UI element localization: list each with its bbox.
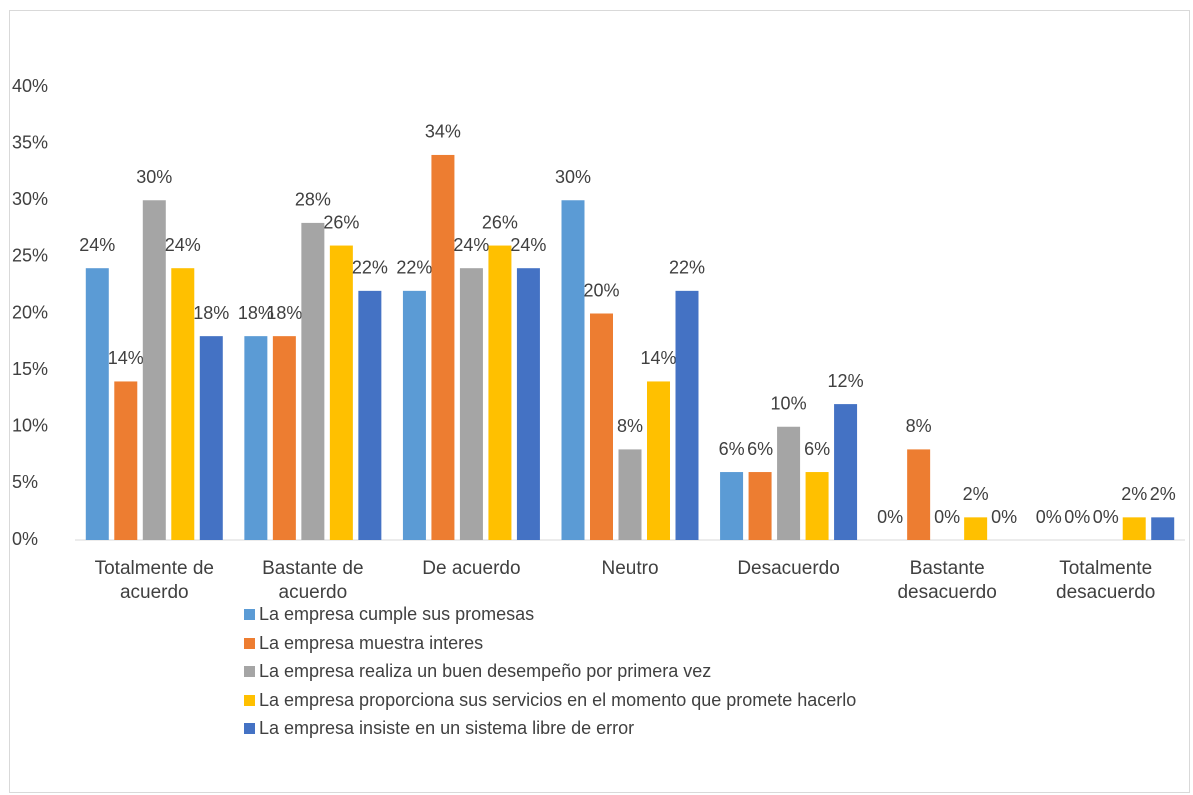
x-tick-label: Neutro [601, 558, 659, 579]
data-label: 18% [193, 303, 229, 323]
data-label: 0% [877, 507, 903, 527]
data-label: 26% [482, 212, 518, 232]
data-label: 8% [906, 416, 932, 436]
data-label: 22% [669, 258, 705, 278]
bar [720, 472, 744, 540]
y-tick-label: 0% [12, 529, 38, 549]
bar [561, 200, 585, 540]
bar [244, 336, 268, 540]
frame [9, 10, 1190, 793]
bar [199, 336, 223, 540]
bar [1151, 517, 1175, 540]
data-label: 22% [396, 258, 432, 278]
y-tick-label: 25% [12, 246, 48, 266]
bar [1122, 517, 1146, 540]
data-label: 6% [804, 439, 830, 459]
legend-item: La empresa cumple sus promesas [244, 604, 534, 625]
data-label: 0% [1036, 507, 1062, 527]
y-tick-label: 40% [12, 76, 48, 96]
legend-swatch [244, 666, 255, 677]
bar [329, 245, 353, 541]
bar [114, 381, 138, 540]
data-label: 14% [640, 348, 676, 368]
data-label: 6% [719, 439, 745, 459]
legend-label: La empresa proporciona sus servicios en … [259, 689, 857, 710]
data-label: 26% [323, 212, 359, 232]
data-label: 0% [1064, 507, 1090, 527]
bar [431, 154, 455, 540]
data-label: 0% [1093, 507, 1119, 527]
y-tick-label: 15% [12, 359, 48, 379]
bar [142, 200, 166, 540]
bar [907, 449, 931, 540]
legend-swatch [244, 694, 255, 706]
bar [488, 245, 512, 541]
bar [647, 381, 670, 540]
data-label: 22% [352, 258, 388, 278]
bar [459, 268, 483, 540]
data-label: 24% [165, 235, 201, 255]
data-label: 8% [617, 416, 643, 436]
legend-item: La empresa realiza un buen desempeño por… [244, 661, 711, 682]
bar [171, 268, 195, 540]
legend-swatch [244, 609, 255, 620]
bar [777, 426, 801, 540]
data-label: 24% [79, 235, 115, 255]
bar [805, 472, 829, 540]
bar [618, 449, 642, 540]
y-tick-label: 20% [12, 302, 48, 322]
data-label: 34% [425, 122, 461, 142]
bar [748, 472, 772, 540]
bar [516, 268, 540, 540]
data-label: 18% [238, 303, 274, 323]
legend-item: La empresa insiste en un sistema libre d… [244, 718, 634, 739]
data-label: 6% [747, 439, 773, 459]
legend-label: La empresa insiste en un sistema libre d… [259, 718, 635, 738]
bar [301, 222, 325, 540]
y-tick-label: 30% [12, 189, 48, 209]
data-label: 24% [453, 235, 489, 255]
data-label: 2% [1150, 484, 1176, 504]
data-label: 2% [1121, 484, 1147, 504]
legend-swatch [244, 723, 255, 734]
bar [85, 268, 109, 540]
legend-swatch [244, 637, 255, 649]
data-label: 12% [828, 371, 864, 391]
x-tick-label: Bastante desacuerdo [897, 558, 997, 603]
data-label: 24% [510, 235, 546, 255]
bar [964, 517, 988, 540]
legend-item: La empresa proporciona sus servicios en … [244, 690, 856, 711]
bar [358, 290, 382, 540]
data-label: 0% [991, 507, 1017, 527]
data-label: 14% [108, 348, 144, 368]
bar [675, 290, 699, 540]
y-tick-label: 35% [12, 132, 48, 152]
data-label: 30% [555, 167, 591, 187]
bar [590, 313, 613, 540]
legend-item: La empresa muestra interes [244, 633, 483, 654]
x-tick-label: Desacuerdo [737, 558, 840, 579]
x-tick-label: Bastante de acuerdo [262, 558, 364, 603]
bar [272, 336, 296, 540]
data-label: 2% [963, 484, 989, 504]
bar [402, 290, 426, 540]
y-tick-label: 5% [12, 472, 38, 492]
legend-label: La empresa realiza un buen desempeño por… [259, 661, 712, 681]
legend-label: La empresa cumple sus promesas [259, 604, 535, 624]
data-label: 18% [266, 303, 302, 323]
data-label: 20% [583, 280, 619, 300]
data-label: 30% [136, 167, 172, 187]
data-label: 10% [771, 394, 807, 414]
bar [834, 404, 858, 540]
y-tick-label: 10% [12, 416, 48, 436]
x-tick-label: De acuerdo [422, 558, 521, 579]
x-tick-label: Totalmente de acuerdo [94, 558, 214, 603]
data-label: 28% [295, 190, 331, 210]
x-tick-label: Totalmente desacuerdo [1056, 558, 1156, 603]
legend-label: La empresa muestra interes [259, 632, 484, 653]
data-label: 0% [934, 507, 960, 527]
